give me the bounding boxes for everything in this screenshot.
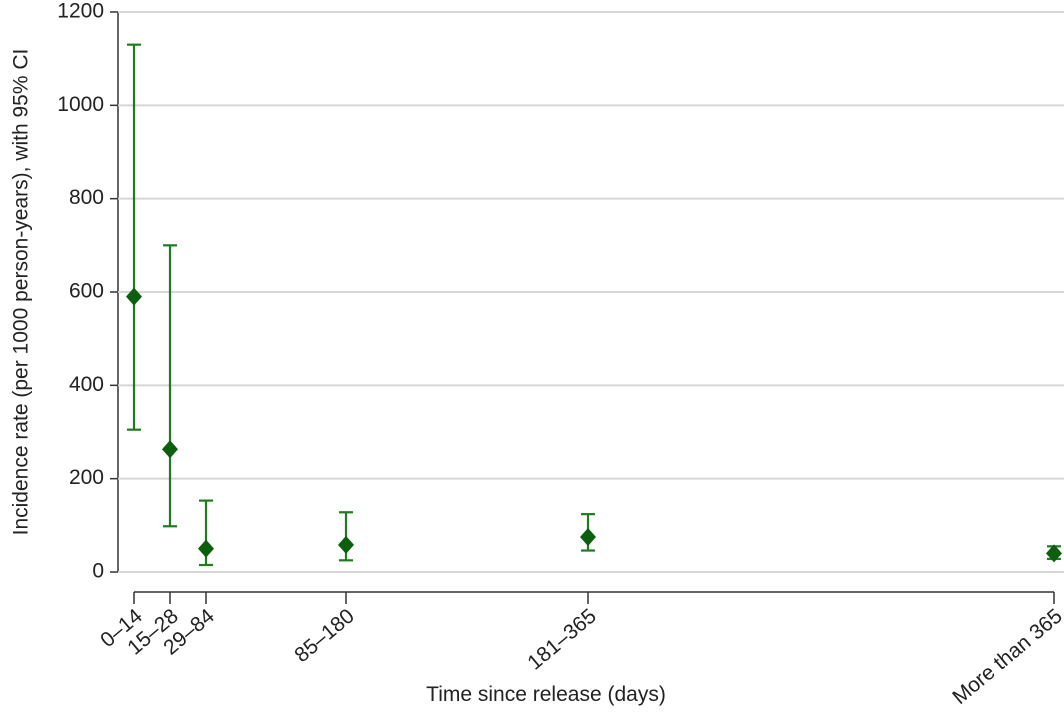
y-tick-label: 400	[69, 373, 104, 396]
x-tick-label: More than 365	[948, 604, 1064, 709]
y-tick-label: 0	[92, 560, 104, 583]
y-tick-label: 1200	[57, 0, 104, 23]
marker	[162, 440, 178, 459]
y-tick-label: 800	[69, 186, 104, 209]
marker	[338, 535, 354, 554]
marker	[580, 528, 596, 546]
y-axis-label: Incidence rate (per 1000 person-years), …	[10, 49, 33, 536]
marker	[1046, 544, 1062, 563]
marker	[126, 287, 142, 306]
y-tick-label: 600	[69, 280, 104, 303]
y-tick-label: 1000	[57, 93, 104, 116]
x-tick-label: 181–365	[523, 604, 600, 674]
marker	[198, 539, 214, 558]
error-bar	[127, 43, 141, 431]
y-tick-label: 200	[69, 466, 104, 489]
error-bar	[163, 244, 177, 528]
x-tick-label: 85–180	[290, 604, 358, 667]
x-axis-label: Time since release (days)	[426, 683, 666, 706]
